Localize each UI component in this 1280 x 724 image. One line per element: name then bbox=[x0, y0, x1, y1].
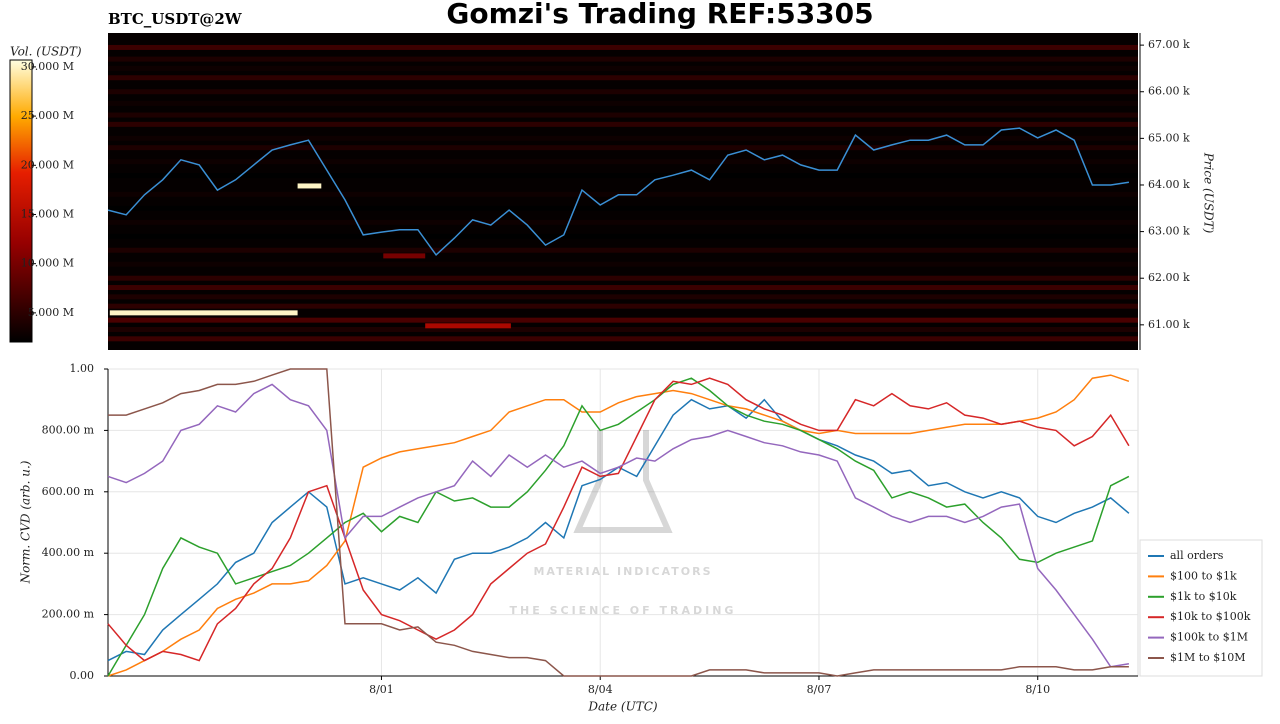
liquidity-wall bbox=[297, 183, 322, 189]
cvd-line bbox=[108, 368, 1129, 677]
liquidity-wall bbox=[383, 253, 426, 259]
liquidity-level bbox=[108, 261, 1138, 267]
y-tick-label: 0.00 bbox=[70, 669, 95, 682]
liquidity-level bbox=[108, 219, 1138, 225]
liquidity-level bbox=[108, 173, 1138, 179]
y2-tick-label: 64.00 k bbox=[1148, 178, 1190, 191]
x-tick-label: 8/07 bbox=[807, 683, 832, 696]
cvd-line bbox=[107, 383, 1130, 668]
liquidity-level bbox=[108, 121, 1138, 127]
y2-tick-label: 67.00 k bbox=[1148, 38, 1190, 51]
liquidity-level bbox=[108, 317, 1138, 323]
colorbar-label: Vol. (USDT) bbox=[10, 45, 82, 59]
y-tick-label: 800.00 m bbox=[42, 423, 95, 436]
liquidity-level bbox=[108, 75, 1138, 81]
colorbar bbox=[9, 59, 33, 343]
y-tick-label: 400.00 m bbox=[42, 546, 95, 559]
liquidity-level bbox=[108, 285, 1138, 291]
liquidity-level bbox=[108, 65, 1138, 71]
liquidity-level bbox=[108, 303, 1138, 309]
liquidity-level bbox=[108, 56, 1138, 62]
liquidity-level bbox=[108, 135, 1138, 141]
watermark-title: MATERIAL INDICATORS bbox=[533, 565, 712, 578]
liquidity-level bbox=[108, 275, 1138, 281]
y2-tick-label: 65.00 k bbox=[1148, 131, 1190, 144]
x-axis-label: Date (UTC) bbox=[587, 700, 657, 714]
legend-label: $100 to $1k bbox=[1170, 569, 1237, 582]
watermark-icon bbox=[573, 430, 673, 533]
liquidity-level bbox=[108, 336, 1138, 342]
y-tick-label: 1.00 bbox=[70, 362, 95, 375]
colorbar-tick-label: 5.000 M bbox=[28, 306, 74, 319]
symbol-label: BTC_USDT@2W bbox=[108, 10, 243, 28]
colorbar-tick-label: 15.000 M bbox=[21, 207, 74, 220]
watermark: MATERIAL INDICATORS THE SCIENCE OF TRADI… bbox=[510, 430, 737, 617]
liquidity-level bbox=[108, 44, 1138, 50]
liquidity-level bbox=[108, 159, 1138, 165]
y2-tick-label: 62.00 k bbox=[1148, 271, 1190, 284]
x-tick-label: 8/01 bbox=[369, 683, 394, 696]
liquidity-level bbox=[108, 247, 1138, 253]
legend-label: $1M to $10M bbox=[1170, 651, 1246, 664]
y2-tick-label: 63.00 k bbox=[1148, 225, 1190, 238]
y2-tick-label: 61.00 k bbox=[1148, 318, 1190, 331]
colorbar-tick-label: 10.000 M bbox=[21, 257, 74, 270]
chart-title: Gomzi's Trading REF:53305 bbox=[446, 0, 873, 30]
liquidity-level bbox=[108, 326, 1138, 332]
watermark-subtitle: THE SCIENCE OF TRADING bbox=[510, 604, 737, 617]
legend-label: $1k to $10k bbox=[1170, 590, 1237, 603]
liquidity-level bbox=[108, 112, 1138, 118]
liquidity-level bbox=[108, 100, 1138, 106]
liquidity-wall bbox=[109, 310, 298, 316]
legend bbox=[1139, 539, 1263, 677]
legend-label: $100k to $1M bbox=[1170, 631, 1248, 644]
liquidity-level bbox=[108, 233, 1138, 239]
colorbar-tick-label: 25.000 M bbox=[21, 109, 74, 122]
y-tick-label: 600.00 m bbox=[42, 485, 95, 498]
y2-tick-label: 66.00 k bbox=[1148, 85, 1190, 98]
legend-label: all orders bbox=[1170, 549, 1224, 562]
heatmap-bg bbox=[108, 33, 1138, 350]
cvd-line bbox=[107, 377, 1130, 677]
y2-axis-label: Price (USDT) bbox=[1202, 152, 1216, 234]
y-axis-label: Norm. CVD (arb. u.) bbox=[19, 460, 33, 584]
colorbar-tick-label: 20.000 M bbox=[21, 158, 74, 171]
cvd-line bbox=[107, 377, 1130, 662]
x-tick-label: 8/04 bbox=[588, 683, 613, 696]
y-tick-label: 200.00 m bbox=[42, 608, 95, 621]
liquidity-level bbox=[108, 294, 1138, 300]
liquidity-level bbox=[108, 145, 1138, 151]
liquidity-level bbox=[108, 89, 1138, 95]
liquidity-level bbox=[108, 205, 1138, 211]
x-tick-label: 8/10 bbox=[1025, 683, 1050, 696]
liquidity-wall bbox=[425, 323, 511, 329]
cvd-line bbox=[107, 374, 1130, 677]
colorbar-tick-label: 30.000 M bbox=[21, 60, 74, 73]
price-line bbox=[107, 127, 1130, 257]
legend-label: $10k to $100k bbox=[1170, 610, 1251, 623]
